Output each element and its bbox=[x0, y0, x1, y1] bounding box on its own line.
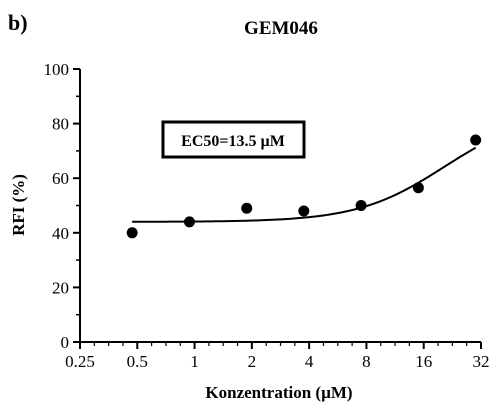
ec50-box bbox=[161, 120, 306, 159]
y-tick-label: 60 bbox=[52, 169, 69, 188]
x-axis-label: Konzentration (µM) bbox=[205, 383, 352, 402]
y-tick-label: 100 bbox=[44, 60, 70, 79]
panel-letter: b) bbox=[8, 10, 28, 35]
data-point bbox=[241, 202, 253, 214]
data-point bbox=[126, 227, 138, 239]
ec50-annotation: EC50=13.5 µM bbox=[161, 120, 306, 159]
x-tick-label: 8 bbox=[362, 352, 371, 371]
data-point bbox=[355, 200, 367, 211]
ec50-label: EC50=13.5 µM bbox=[181, 133, 285, 150]
y-tick-label: 20 bbox=[52, 278, 69, 297]
y-tick-label: 0 bbox=[61, 333, 70, 352]
y-tick-label: 40 bbox=[52, 224, 69, 243]
x-tick-label: 0.5 bbox=[127, 352, 148, 371]
y-tick-label: 80 bbox=[52, 115, 69, 134]
y-axis-label: RFI (%) bbox=[9, 174, 28, 236]
x-tick-label: 4 bbox=[305, 352, 314, 371]
x-tick-label: 16 bbox=[415, 352, 432, 371]
data-points-layer bbox=[126, 134, 482, 239]
data-point bbox=[298, 205, 310, 217]
x-tick-label: 0.25 bbox=[65, 352, 95, 371]
x-tick-label: 2 bbox=[248, 352, 257, 371]
x-axis: 0.25 0.5 1 2 4 8 16 32 bbox=[65, 341, 490, 371]
x-tick-label: 1 bbox=[190, 352, 199, 371]
data-point bbox=[183, 216, 195, 228]
data-point bbox=[470, 134, 482, 146]
data-point bbox=[412, 182, 424, 194]
chart-title: GEM046 bbox=[244, 18, 318, 39]
x-tick-label: 32 bbox=[473, 352, 490, 371]
y-axis: 0 20 40 60 80 100 bbox=[44, 60, 81, 352]
